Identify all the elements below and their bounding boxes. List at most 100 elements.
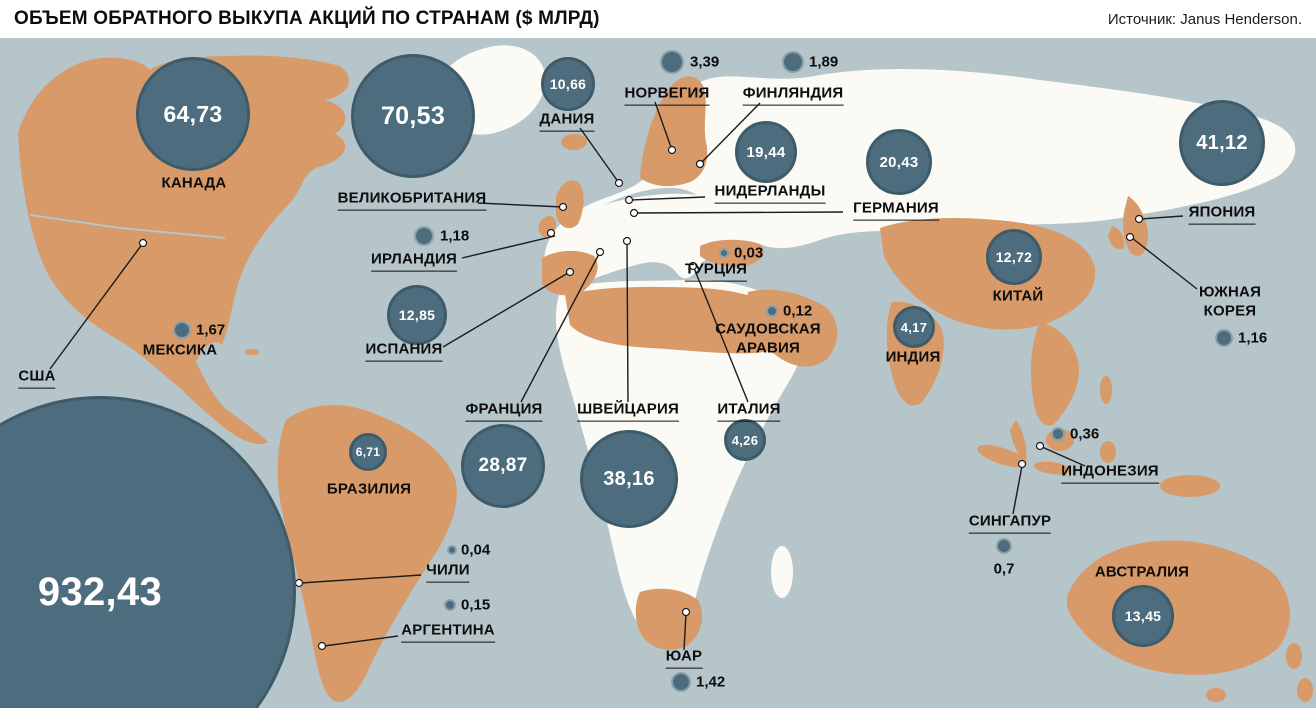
indochina [1030,322,1079,426]
label-australia: АВСТРАЛИЯ [1094,563,1190,581]
leader-line-chile [300,574,422,584]
value-saudi-arabia: 0,12 [783,302,813,320]
united-kingdom-island [556,180,584,229]
anchor-dot-singapore [1017,459,1027,469]
dot-singapore [996,538,1012,554]
label-france: ФРАНЦИЯ [465,401,543,422]
label-usa: США [18,368,56,389]
scandinavia [640,76,708,187]
dot-argentina [444,599,456,611]
region-europe-south [544,193,763,285]
bubble-uk: 70,53 [351,54,475,178]
dot-indonesia [1051,427,1065,441]
leader-line-uk [477,202,564,208]
bubble-china: 12,72 [986,229,1042,285]
us-canada-border [29,214,226,239]
leader-line-netherlands [630,196,706,201]
malay-peninsula [1010,420,1027,464]
source-note: Источник: Janus Henderson. [1107,10,1302,28]
label-south-korea: ЮЖНАЯ КОРЕЯ [1198,283,1262,319]
tasmania [1206,688,1226,702]
value-norway: 3,39 [690,53,720,71]
anchor-dot-south-africa [681,607,691,617]
new-zealand-north [1286,643,1302,669]
value-switzerland: 38,16 [603,467,655,490]
anchor-dot-italy [688,261,698,271]
continent-africa [555,279,805,640]
bubble-canada: 64,73 [136,57,250,171]
anchor-dot-finland [695,159,705,169]
leader-line-japan [1140,215,1184,220]
leader-line-argentina [323,635,399,647]
bubble-denmark: 10,66 [541,57,595,111]
anchor-dot-south-korea [1125,232,1135,242]
label-netherlands: НИДЕРЛАНДЫ [714,183,826,204]
bubble-india: 4,17 [893,306,935,348]
leader-line-ireland [461,235,556,259]
south-america [277,405,457,702]
leader-line-south-africa [683,613,687,651]
north-africa [565,286,791,354]
value-japan: 41,12 [1196,131,1248,154]
label-ireland: ИРЛАНДИЯ [371,251,457,272]
leader-line-indonesia [1041,446,1086,467]
dot-south-africa [671,672,691,692]
value-china: 12,72 [995,249,1033,265]
header: ОБЪЕМ ОБРАТНОГО ВЫКУПА АКЦИЙ ПО СТРАНАМ … [0,0,1316,38]
label-saudi-arabia: САУДОВСКАЯ АРАВИЯ [715,320,821,356]
label-uk: ВЕЛИКОБРИТАНИЯ [337,190,487,211]
dot-chile [447,545,457,555]
value-chile: 0,04 [461,541,491,559]
dot-south-korea [1215,329,1233,347]
value-denmark: 10,66 [549,76,587,92]
turkey-region [700,239,764,267]
label-switzerland: ШВЕЙЦАРИЯ [577,401,679,422]
anchor-dot-denmark [614,178,624,188]
anchor-dot-switzerland [622,236,632,246]
value-singapore: 0,7 [993,560,1015,578]
dot-norway [660,50,684,74]
bubble-brazil: 6,71 [349,433,387,471]
leader-line-switzerland [626,242,629,403]
dot-mexico [173,321,191,339]
label-denmark: ДАНИЯ [539,111,595,132]
java [1034,461,1070,475]
value-south-africa: 1,42 [696,673,726,691]
label-south-africa: ЮАР [665,648,703,669]
value-canada: 64,73 [163,100,223,127]
sumatra [977,444,1027,468]
leader-line-finland [700,102,761,164]
label-japan: ЯПОНИЯ [1188,204,1256,225]
value-italy: 4,26 [731,432,759,448]
leader-line-france [520,253,600,403]
sulawesi [1100,441,1116,463]
dot-finland [782,51,804,73]
label-china: КИТАЙ [992,287,1044,305]
leader-line-norway [654,101,673,151]
bubble-spain: 12,85 [387,285,447,345]
bubble-switzerland: 38,16 [580,430,678,528]
label-brazil: БРАЗИЛИЯ [326,480,412,498]
value-netherlands: 19,44 [746,143,786,161]
label-india: ИНДИЯ [885,348,941,366]
label-finland: ФИНЛЯНДИЯ [742,85,844,106]
value-usa: 932,43 [37,569,163,614]
value-mexico: 1,67 [196,321,226,339]
bubble-germany: 20,43 [866,129,932,195]
anchor-dot-germany [629,208,639,218]
australia-continent [1066,540,1290,675]
value-spain: 12,85 [398,307,436,323]
anchor-dot-norway [667,145,677,155]
leader-line-south-korea [1131,237,1198,290]
value-india: 4,17 [900,319,928,335]
label-chile: ЧИЛИ [426,562,470,583]
north-america [18,55,349,445]
iceland [561,134,587,150]
bubble-italy: 4,26 [724,419,766,461]
label-spain: ИСПАНИЯ [365,341,443,362]
leader-line-usa [49,242,144,370]
label-indonesia: ИНДОНЕЗИЯ [1061,463,1159,484]
